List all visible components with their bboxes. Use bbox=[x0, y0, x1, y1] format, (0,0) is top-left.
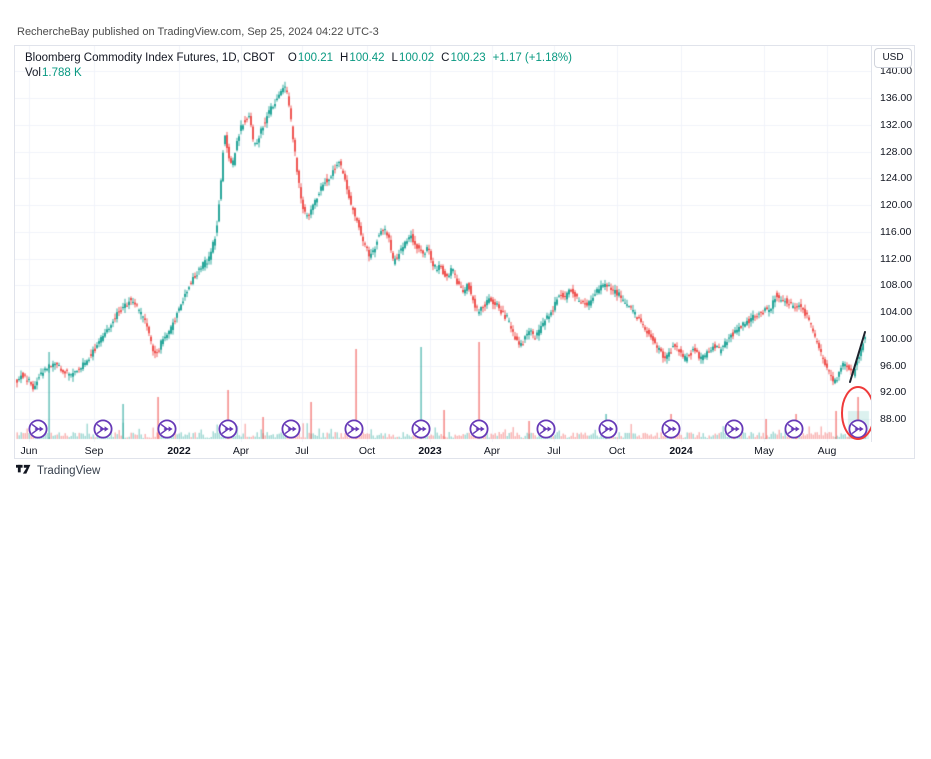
contract-rollover-marker[interactable] bbox=[598, 419, 618, 439]
time-axis-label: Oct bbox=[358, 445, 376, 457]
time-axis-label: 2024 bbox=[669, 445, 693, 457]
time-axis-label: Jul bbox=[547, 445, 561, 457]
price-axis[interactable]: USD 140.00 136.00 132.00 128.00 124.00 120.00… bbox=[872, 46, 914, 442]
open-label: O bbox=[287, 52, 297, 64]
price-axis-label: 112.00 bbox=[880, 252, 912, 265]
symbol-title[interactable]: Bloomberg Commodity Index Futures, 1D, C… bbox=[25, 52, 275, 64]
price-axis-label: 136.00 bbox=[880, 92, 913, 104]
time-axis-label: Apr bbox=[232, 445, 250, 457]
candles-canvas bbox=[15, 46, 871, 442]
price-axis-label: 96.00 bbox=[880, 359, 907, 372]
currency-button[interactable]: USD bbox=[874, 48, 912, 68]
chart-legend: Bloomberg Commodity Index Futures, 1D, C… bbox=[25, 51, 572, 81]
contract-rollover-marker[interactable] bbox=[157, 419, 177, 439]
contract-rollover-marker[interactable] bbox=[218, 419, 238, 439]
high-value: 100.42 bbox=[349, 52, 385, 64]
legend-volume-row: Vol1.788 K bbox=[25, 66, 572, 81]
time-axis-label: Jul bbox=[295, 445, 309, 457]
contract-rollover-marker[interactable] bbox=[28, 419, 48, 439]
price-axis-label: 88.00 bbox=[880, 413, 907, 425]
contract-rollover-marker[interactable] bbox=[661, 419, 681, 439]
published-note: RechercheBay published on TradingView.co… bbox=[17, 26, 379, 38]
plot-area[interactable]: Bloomberg Commodity Index Futures, 1D, C… bbox=[15, 46, 872, 442]
open-value: 100.21 bbox=[297, 52, 334, 64]
volume-value: 1.788 K bbox=[42, 67, 82, 79]
time-axis-label: Aug bbox=[817, 445, 837, 457]
price-axis-label: 140.00 bbox=[880, 65, 913, 78]
contract-rollover-marker[interactable] bbox=[536, 419, 556, 439]
legend-ohlc-row: Bloomberg Commodity Index Futures, 1D, C… bbox=[25, 51, 572, 66]
low-value: 100.02 bbox=[398, 52, 435, 64]
time-axis-label: May bbox=[754, 445, 774, 457]
price-axis-label: 120.00 bbox=[880, 199, 913, 211]
price-axis-label: 116.00 bbox=[880, 225, 912, 238]
time-axis-label: 2022 bbox=[167, 445, 191, 457]
high-label: H bbox=[340, 52, 349, 64]
price-axis-label: 132.00 bbox=[880, 118, 913, 131]
tradingview-watermark[interactable]: TradingView bbox=[16, 464, 100, 477]
price-axis-label: 108.00 bbox=[880, 279, 913, 292]
chart-panel: Bloomberg Commodity Index Futures, 1D, C… bbox=[14, 45, 915, 459]
tradingview-logo-icon bbox=[16, 464, 31, 474]
contract-rollover-marker[interactable] bbox=[784, 419, 804, 439]
close-value: 100.23 bbox=[450, 52, 486, 64]
time-axis-label: Sep bbox=[84, 445, 104, 457]
time-axis-label: Jun bbox=[20, 445, 38, 457]
time-axis-label: Oct bbox=[608, 445, 626, 457]
contract-rollover-marker[interactable] bbox=[344, 419, 364, 439]
contract-rollover-marker[interactable] bbox=[93, 419, 113, 439]
price-axis-label: 92.00 bbox=[880, 386, 907, 399]
change-value: +1.17 (+1.18%) bbox=[492, 52, 572, 64]
contract-rollover-marker[interactable] bbox=[848, 419, 868, 439]
contract-rollover-marker[interactable] bbox=[724, 419, 744, 439]
price-axis-label: 128.00 bbox=[880, 145, 913, 158]
time-axis-label: 2023 bbox=[418, 445, 442, 457]
tradingview-brand-text: TradingView bbox=[37, 464, 101, 477]
low-label: L bbox=[391, 52, 398, 64]
close-label: C bbox=[441, 52, 450, 64]
contract-rollover-marker[interactable] bbox=[469, 419, 489, 439]
time-axis[interactable]: Jun Sep 2022 Apr Jul Oct 2023 Apr Jul Oct 2024 May A… bbox=[15, 443, 871, 459]
time-axis-label: Apr bbox=[483, 445, 501, 457]
volume-label: Vol bbox=[25, 67, 41, 79]
price-axis-label: 100.00 bbox=[880, 332, 913, 345]
price-axis-label: 104.00 bbox=[880, 306, 913, 318]
price-axis-label: 124.00 bbox=[880, 172, 913, 185]
contract-rollover-marker[interactable] bbox=[411, 419, 431, 439]
contract-rollover-marker[interactable] bbox=[281, 419, 301, 439]
